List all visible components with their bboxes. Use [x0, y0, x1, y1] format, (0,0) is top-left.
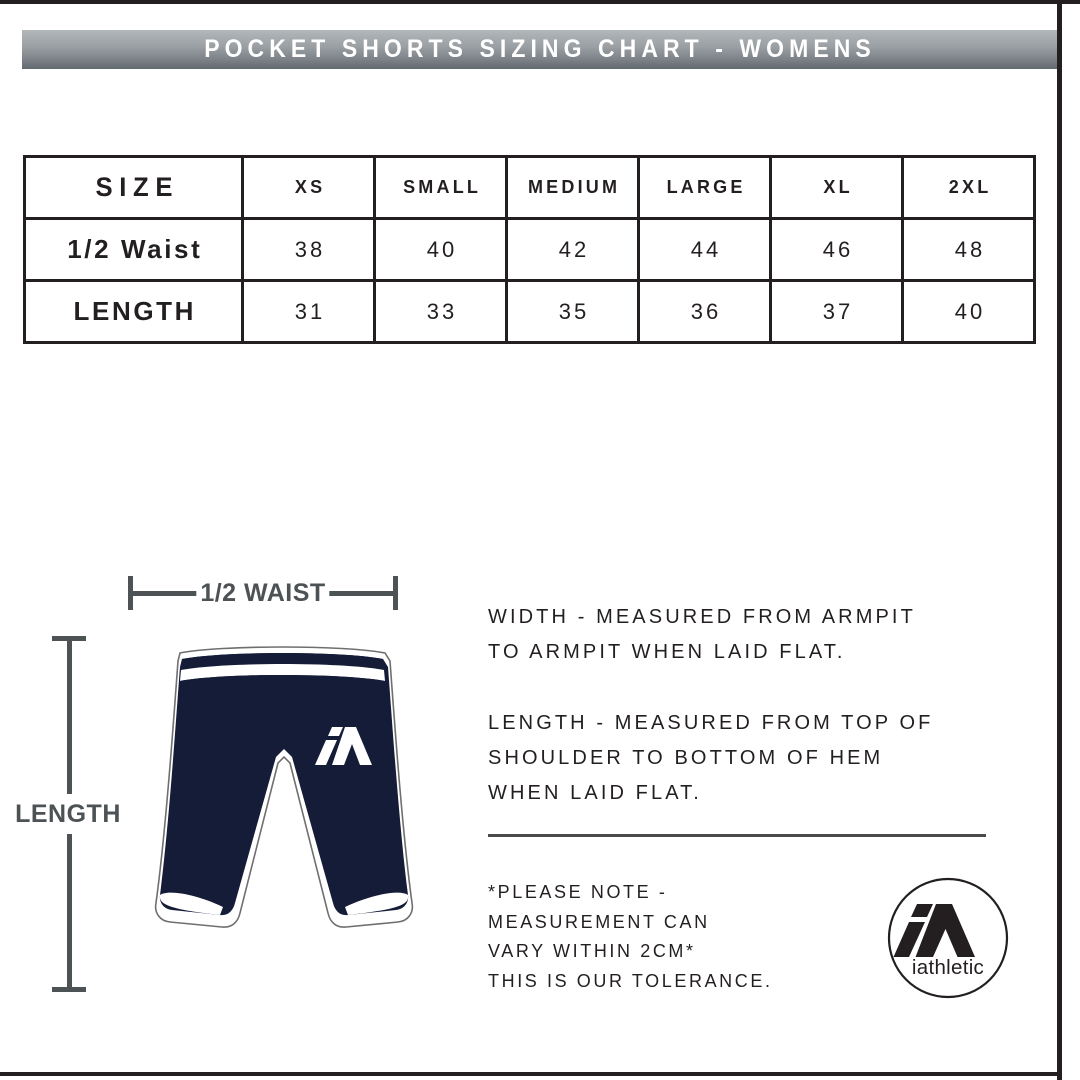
logo-wordmark: iathletic — [912, 956, 984, 979]
cell-length-small: 33 — [373, 279, 508, 344]
sizing-table: SIZE XS SMALL MEDIUM LARGE XL 2XL 1/2 Wa… — [23, 155, 1036, 344]
cell-half-waist-large: 44 — [637, 217, 772, 282]
row-label-half-waist: 1/2 Waist — [23, 217, 244, 282]
page-border-right — [1057, 0, 1062, 1080]
cell-half-waist-xl: 46 — [769, 217, 904, 282]
table-header-small: SMALL — [373, 155, 508, 220]
waist-dimension-cap-right — [393, 576, 398, 610]
cell-length-large: 36 — [637, 279, 772, 344]
tolerance-note: *PLEASE NOTE - MEASUREMENT CAN VARY WITH… — [488, 878, 868, 996]
table-row: 1/2 Waist 38 40 42 44 46 48 — [23, 217, 1036, 282]
table-header-size: SIZE — [28, 155, 239, 220]
page-border-top — [0, 0, 1080, 4]
table-header-xl: XL — [769, 155, 904, 220]
page-title: POCKET SHORTS SIZING CHART - WOMENS — [203, 35, 876, 63]
table-header-xs: XS — [241, 155, 376, 220]
cell-length-2xl: 40 — [901, 279, 1036, 344]
cell-half-waist-xs: 38 — [241, 217, 376, 282]
length-dimension-label: LENGTH — [6, 794, 130, 834]
measurement-instructions: WIDTH - MEASURED FROM ARMPIT TO ARMPIT W… — [488, 600, 998, 811]
logo-monogram-icon — [893, 904, 975, 957]
instruction-width: WIDTH - MEASURED FROM ARMPIT TO ARMPIT W… — [488, 606, 916, 663]
table-header-2xl: 2XL — [901, 155, 1036, 220]
note-line-2: MEASUREMENT CAN — [488, 911, 710, 932]
note-line-4: THIS IS OUR TOLERANCE. — [488, 970, 773, 991]
note-line-1: *PLEASE NOTE - — [488, 882, 668, 902]
cell-length-medium: 35 — [505, 279, 640, 344]
brand-logo: iathletic — [886, 876, 1010, 1000]
table-row: LENGTH 31 33 35 36 37 40 — [23, 279, 1036, 344]
waist-dimension-label: 1/2 WAIST — [196, 577, 330, 609]
cell-half-waist-small: 40 — [373, 217, 508, 282]
waist-dimension-cap-left — [128, 576, 133, 610]
length-dimension-line: LENGTH — [6, 636, 130, 992]
table-header-row: SIZE XS SMALL MEDIUM LARGE XL 2XL — [25, 155, 1036, 220]
section-divider — [488, 834, 986, 837]
instruction-length: LENGTH - MEASURED FROM TOP OF SHOULDER T… — [488, 712, 934, 804]
row-label-length: LENGTH — [23, 279, 244, 344]
note-line-3: VARY WITHIN 2CM* — [488, 941, 696, 961]
table-header-large: LARGE — [637, 155, 772, 220]
header-banner: POCKET SHORTS SIZING CHART - WOMENS — [22, 30, 1057, 69]
garment-logo-icon — [315, 727, 372, 765]
length-dimension-cap-bottom — [52, 987, 86, 992]
page-border-bottom — [0, 1072, 1062, 1076]
table-header-medium: MEDIUM — [505, 155, 640, 220]
shorts-illustration — [140, 645, 425, 935]
cell-half-waist-medium: 42 — [505, 217, 640, 282]
cell-half-waist-2xl: 48 — [901, 217, 1036, 282]
waist-dimension-line: 1/2 WAIST — [128, 576, 398, 610]
cell-length-xs: 31 — [241, 279, 376, 344]
length-dimension-cap-top — [52, 636, 86, 641]
cell-length-xl: 37 — [769, 279, 904, 344]
